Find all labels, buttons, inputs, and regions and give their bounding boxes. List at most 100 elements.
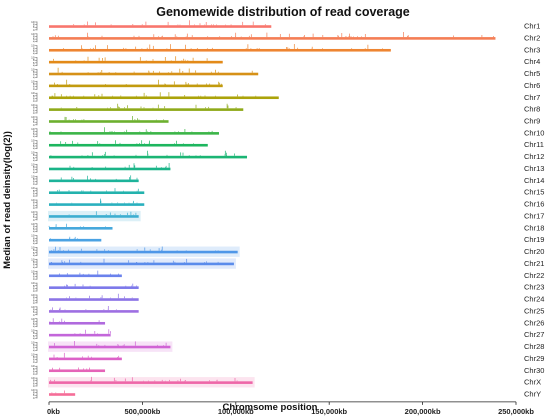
row-y-tick-label: 6 xyxy=(33,108,35,112)
chromosome-label: Chr15 xyxy=(524,188,544,197)
chromosome-label: Chr14 xyxy=(524,176,544,185)
coverage-spikes xyxy=(60,140,194,144)
coverage-spikes xyxy=(57,67,253,73)
row-y-tick-label: 8 xyxy=(33,213,35,217)
coverage-spikes xyxy=(60,175,138,180)
chromosome-label: Chr27 xyxy=(524,330,544,339)
row-y-tick-label: 6 xyxy=(33,381,35,385)
row-y-tick-label: 10 xyxy=(31,151,35,155)
coverage-bar-chr1 xyxy=(49,25,272,28)
coverage-spikes xyxy=(50,150,235,156)
row-y-tick-label: 10 xyxy=(31,388,35,392)
x-tick-label: 100,000kb xyxy=(218,407,254,416)
row-y-tick-label: 10 xyxy=(31,162,35,166)
row-y-tick-label: 10 xyxy=(31,329,35,333)
row-y-tick-label: 8 xyxy=(33,129,35,133)
coverage-bar-chr10 xyxy=(49,132,219,135)
row-y-tick-label: 8 xyxy=(33,153,35,157)
row-y-tick-label: 6 xyxy=(33,156,35,160)
row-y-tick-label: 10 xyxy=(31,293,35,297)
chromosome-label: Chr17 xyxy=(524,211,544,220)
row-y-tick-label: 4 xyxy=(33,289,35,293)
row-y-tick-label: 8 xyxy=(33,355,35,359)
row-y-tick-label: 8 xyxy=(33,379,35,383)
row-y-tick-label: 6 xyxy=(33,168,35,172)
row-y-tick-label: 4 xyxy=(33,230,35,234)
row-y-tick-label: 6 xyxy=(33,132,35,136)
row-y-tick-label: 8 xyxy=(33,201,35,205)
chromosome-label: Chr9 xyxy=(524,117,540,126)
coverage-bar-chr28 xyxy=(49,345,171,349)
row-y-tick-label: 6 xyxy=(33,203,35,207)
coverage-bar-chr4 xyxy=(49,60,223,64)
row-y-tick-label: 10 xyxy=(31,305,35,309)
chromosome-label: Chr28 xyxy=(524,342,544,351)
row-y-tick-label: 6 xyxy=(33,215,35,219)
row-y-tick-label: 4 xyxy=(33,40,35,44)
row-y-tick-label: 6 xyxy=(33,275,35,279)
coverage-spikes xyxy=(51,390,65,394)
row-y-tick-label: 4 xyxy=(33,277,35,281)
row-y-tick-label: 10 xyxy=(31,32,35,36)
row-y-tick-label: 10 xyxy=(31,139,35,143)
chromosome-label: Chr24 xyxy=(524,295,544,304)
row-y-tick-label: 4 xyxy=(33,158,35,162)
row-y-tick-label: 8 xyxy=(33,177,35,181)
chromosome-label: Chr21 xyxy=(524,259,544,268)
x-tick-label: 500,000kb xyxy=(124,407,160,416)
row-y-tick-label: 10 xyxy=(31,198,35,202)
coverage-spikes xyxy=(52,367,90,370)
row-y-tick-label: 10 xyxy=(31,67,35,71)
row-y-tick-label: 4 xyxy=(33,218,35,222)
row-y-tick-label: 4 xyxy=(33,253,35,257)
coverage-spikes xyxy=(57,188,139,192)
chromosome-label: Chr20 xyxy=(524,247,544,256)
chromosome-label: Chr26 xyxy=(524,318,544,327)
row-y-tick-label: 10 xyxy=(31,234,35,238)
coverage-spikes xyxy=(50,246,219,251)
row-y-tick-label: 4 xyxy=(33,242,35,246)
coverage-bar-chr11 xyxy=(49,143,208,147)
coverage-bar-chr7 xyxy=(49,96,279,100)
x-tick-label: 0kb xyxy=(47,407,60,416)
row-y-tick-label: 4 xyxy=(33,384,35,388)
row-y-tick-label: 6 xyxy=(33,358,35,362)
row-y-tick-label: 8 xyxy=(33,46,35,50)
row-y-tick-label: 10 xyxy=(31,115,35,119)
x-axis: 0kb 500,000kb 100,000kb 150,000kb 200,000kb 2… xyxy=(47,401,534,416)
row-y-tick-label: 4 xyxy=(33,28,35,32)
row-y-tick-label: 8 xyxy=(33,391,35,395)
coverage-bar-chr6 xyxy=(49,84,223,88)
chromosome-label: Chr13 xyxy=(524,164,544,173)
coverage-spikes xyxy=(64,283,138,287)
coverage-bar-chr29 xyxy=(49,357,122,361)
coverage-bar-chr22 xyxy=(49,274,122,278)
coverage-spikes xyxy=(59,270,119,275)
x-tick-label: 250,000kb xyxy=(498,407,534,416)
row-y-tick-label: 6 xyxy=(33,251,35,255)
chromosome-label: Chr3 xyxy=(524,45,540,54)
row-y-tick-label: 6 xyxy=(33,393,35,397)
row-y-tick-label: 8 xyxy=(33,367,35,371)
row-y-tick-label: 6 xyxy=(33,322,35,326)
coverage-bar-chr2 xyxy=(49,37,496,40)
row-y-tick-label: 4 xyxy=(33,396,35,400)
x-axis-title: Chromsome position xyxy=(222,402,317,413)
coverage-spikes xyxy=(51,92,257,97)
chromosome-label: Chr23 xyxy=(524,283,544,292)
coverage-spikes xyxy=(69,163,170,168)
row-y-tick-label: 4 xyxy=(33,87,35,91)
row-y-tick-label: 8 xyxy=(33,343,35,347)
row-y-tick-label: 10 xyxy=(31,352,35,356)
row-y-tick-label: 8 xyxy=(33,319,35,323)
row-y-tick-label: 4 xyxy=(33,182,35,186)
row-y-tick-label: 8 xyxy=(33,331,35,335)
row-y-tick-label: 10 xyxy=(31,56,35,60)
row-y-tick-label: 10 xyxy=(31,222,35,226)
row-y-tick-label: 4 xyxy=(33,52,35,56)
row-y-tick-label: 4 xyxy=(33,75,35,79)
plot-area: Chr110864Chr210864Chr310864Chr410864Chr5… xyxy=(31,20,544,400)
row-y-tick-label: 10 xyxy=(31,376,35,380)
coverage-spikes xyxy=(56,198,138,204)
row-y-tick-label: 6 xyxy=(33,96,35,100)
